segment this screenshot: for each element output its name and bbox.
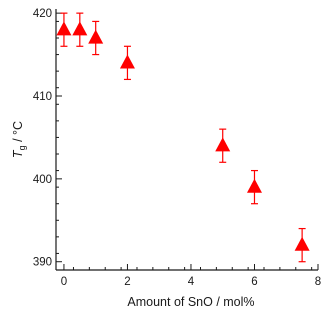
tick-labels: 0 2 4 6 8 390 400 410 420 [33, 8, 321, 288]
y-axis-title: Tg / °C [11, 121, 27, 158]
triangle-marker [246, 178, 262, 193]
triangle-marker [119, 54, 135, 69]
x-tick-label: 4 [188, 276, 195, 288]
y-tick-label: 410 [33, 91, 52, 103]
x-tick-label: 6 [251, 276, 257, 288]
data-point [215, 128, 231, 163]
y-axis-title-subscript: g [17, 145, 27, 150]
x-tick-label: 8 [315, 276, 321, 288]
data-point [246, 169, 262, 205]
data-point [294, 227, 310, 263]
data-point [88, 20, 104, 56]
triangle-marker [88, 29, 104, 44]
data-point [72, 12, 88, 47]
x-tick-label: 0 [61, 276, 67, 288]
data-points [56, 12, 310, 263]
data-point [119, 45, 135, 81]
triangle-marker [294, 236, 310, 251]
triangle-marker [215, 137, 231, 152]
triangle-marker [56, 21, 72, 36]
x-axis-title: Amount of SnO / mol% [127, 295, 254, 309]
tick-marks [56, 12, 319, 271]
axes [55, 9, 318, 271]
x-tick-label: 2 [124, 276, 130, 288]
triangle-marker [72, 21, 88, 36]
y-axis-title-symbol: T [11, 149, 25, 158]
y-tick-label: 400 [33, 174, 52, 186]
y-tick-label: 390 [33, 257, 52, 269]
y-tick-label: 420 [33, 8, 52, 20]
y-axis-title-unit: / °C [11, 121, 25, 145]
data-point [56, 12, 72, 47]
